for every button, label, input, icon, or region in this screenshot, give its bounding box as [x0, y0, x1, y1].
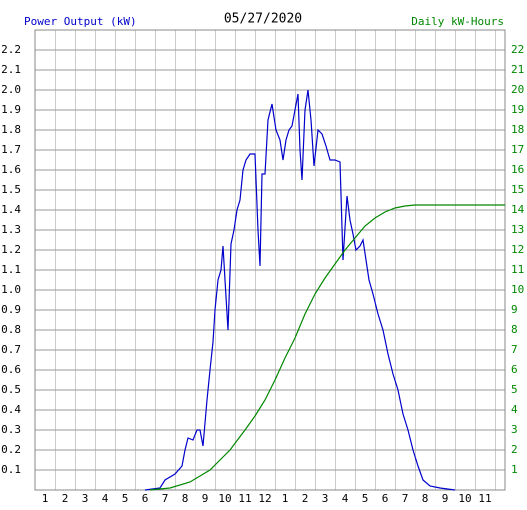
- y-tick-label: 1.4: [1, 203, 21, 216]
- y2-tick-label: 12: [511, 243, 524, 256]
- x-tick-label: 5: [362, 492, 369, 505]
- x-tick-label: 9: [202, 492, 209, 505]
- y-tick-label: 0.9: [1, 303, 21, 316]
- y2-tick-label: 13: [511, 223, 524, 236]
- y-tick-label: 1.0: [1, 283, 21, 296]
- y2-tick-label: 11: [511, 263, 524, 276]
- x-tick-label: 7: [402, 492, 409, 505]
- y2-tick-label: 3: [511, 423, 518, 436]
- x-tick-label: 4: [342, 492, 349, 505]
- x-tick-label: 1: [282, 492, 289, 505]
- x-tick-label: 6: [142, 492, 149, 505]
- x-tick-label: 10: [218, 492, 231, 505]
- x-tick-label: 9: [442, 492, 449, 505]
- left-axis-title: Power Output (kW): [24, 15, 137, 28]
- y-tick-label: 1.7: [1, 143, 21, 156]
- y-tick-label: 1.2: [1, 243, 21, 256]
- x-tick-label: 4: [102, 492, 109, 505]
- y-tick-label: 0.3: [1, 423, 21, 436]
- y2-tick-label: 9: [511, 303, 518, 316]
- y2-tick-label: 17: [511, 143, 524, 156]
- y-tick-label: 1.1: [1, 263, 21, 276]
- y-tick-label: 0.7: [1, 343, 21, 356]
- y-tick-label: 1.3: [1, 223, 21, 236]
- x-tick-label: 1: [42, 492, 49, 505]
- y2-tick-label: 19: [511, 103, 524, 116]
- right-axis-title: Daily kW-Hours: [411, 15, 504, 28]
- y2-tick-label: 2: [511, 443, 518, 456]
- x-tick-label: 3: [82, 492, 89, 505]
- x-tick-label: 8: [422, 492, 429, 505]
- y-tick-label: 0.4: [1, 403, 21, 416]
- y-tick-label: 1.8: [1, 123, 21, 136]
- x-tick-label: 6: [382, 492, 389, 505]
- y-tick-label: 0.8: [1, 323, 21, 336]
- series-line: [149, 204, 505, 491]
- y2-tick-label: 6: [511, 363, 518, 376]
- y2-tick-label: 21: [511, 63, 524, 76]
- x-tick-label: 11: [238, 492, 251, 505]
- y2-tick-label: 8: [511, 323, 518, 336]
- y-tick-label: 0.2: [1, 443, 21, 456]
- y2-tick-label: 15: [511, 183, 524, 196]
- y-tick-label: 1.6: [1, 163, 21, 176]
- y2-tick-label: 20: [511, 83, 524, 96]
- plot-border: [34, 29, 506, 491]
- x-tick-label: 11: [478, 492, 491, 505]
- chart-title: 05/27/2020: [224, 12, 302, 27]
- y-tick-label: 1.5: [1, 183, 21, 196]
- y2-tick-label: 22: [511, 43, 524, 56]
- x-tick-label: 8: [182, 492, 189, 505]
- x-tick-label: 3: [322, 492, 329, 505]
- y2-tick-label: 16: [511, 163, 524, 176]
- x-tick-label: 10: [458, 492, 471, 505]
- y2-tick-label: 5: [511, 383, 518, 396]
- y2-tick-label: 1: [511, 463, 518, 476]
- y-tick-label: 2.1: [1, 63, 21, 76]
- x-tick-label: 2: [62, 492, 69, 505]
- y-tick-label: 0.1: [1, 463, 21, 476]
- y2-tick-label: 7: [511, 343, 518, 356]
- y2-tick-label: 14: [511, 203, 525, 216]
- x-tick-label: 2: [302, 492, 309, 505]
- x-tick-label: 12: [258, 492, 271, 505]
- y-tick-label: 1.9: [1, 103, 21, 116]
- vertical-grid: [35, 30, 505, 490]
- y2-tick-label: 18: [511, 123, 524, 136]
- y-tick-label: 0.6: [1, 363, 21, 376]
- series-line: [144, 89, 456, 491]
- y-tick-label: 0.5: [1, 383, 21, 396]
- y-tick-label: 2.0: [1, 83, 21, 96]
- y-tick-label: 2.2: [1, 43, 21, 56]
- x-tick-label: 7: [162, 492, 169, 505]
- y2-tick-label: 4: [511, 403, 518, 416]
- y2-tick-label: 10: [511, 283, 524, 296]
- x-tick-label: 5: [122, 492, 129, 505]
